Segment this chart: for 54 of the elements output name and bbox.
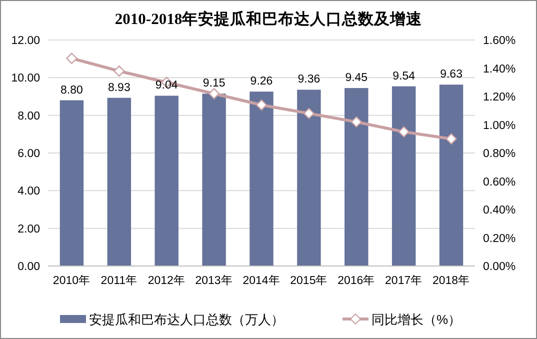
y2-tick-label: 0.00% [483, 261, 516, 273]
data-label: 8.93 [108, 82, 130, 94]
chart-title: 2010-2018年安提瓜和巴布达人口总数及增速 [114, 9, 422, 28]
y2-tick-label: 0.20% [483, 232, 516, 245]
y-tick-label: 2.00 [18, 223, 40, 236]
data-label: 8.80 [60, 84, 83, 96]
point [256, 99, 268, 111]
data-label: 9.36 [298, 74, 320, 86]
x-tick-label: 2013年 [195, 274, 233, 287]
y2-tick-label: 0.80% [483, 148, 516, 160]
point [446, 133, 457, 144]
y-tick-label: 4.00 [18, 186, 40, 198]
point [303, 108, 315, 120]
y2-tick-label: 1.00% [483, 120, 516, 132]
point [66, 52, 78, 64]
x-tick-label: 2015年 [290, 274, 328, 287]
point [208, 88, 220, 100]
x-tick-label: 2016年 [338, 274, 376, 287]
bar [344, 88, 368, 266]
bar [250, 92, 274, 266]
bar [154, 96, 178, 266]
point [350, 116, 362, 128]
y-tick-label: 8.00 [18, 110, 40, 122]
bar [202, 94, 226, 266]
x-tick-label: 2017年 [385, 274, 423, 287]
data-label: 9.54 [392, 70, 416, 82]
x-tick-label: 2012年 [148, 274, 186, 287]
legend-label: 安提瓜和巴布达人口总数（万人） [89, 312, 284, 327]
x-tick-label: 2014年 [242, 274, 280, 287]
bar [439, 84, 464, 266]
data-label: 9.04 [155, 80, 178, 92]
y-tick-label: 6.00 [18, 148, 40, 160]
y-tick-label: 0.00 [18, 261, 40, 273]
bar [107, 98, 132, 266]
bar [392, 86, 416, 266]
bar [297, 90, 321, 266]
point [398, 126, 410, 138]
y2-tick-label: 0.40% [483, 204, 516, 216]
y-tick-label: 12.00 [11, 35, 40, 47]
point [114, 65, 125, 77]
y2-tick-label: 1.40% [483, 63, 516, 76]
legend-label: 同比增长（%） [372, 312, 462, 327]
x-tick-label: 2010年 [52, 274, 91, 287]
x-tick-label: 2011年 [100, 274, 138, 287]
data-label: 9.26 [250, 76, 273, 88]
bar [60, 100, 84, 266]
y2-tick-label: 1.20% [483, 92, 516, 104]
y2-tick-label: 0.60% [483, 176, 516, 188]
data-label: 9.15 [202, 78, 226, 90]
y-tick-label: 10.00 [11, 72, 40, 85]
data-label: 9.45 [345, 72, 368, 84]
x-tick-label: 2018年 [432, 274, 470, 287]
data-label: 9.63 [440, 68, 462, 81]
y2-tick-label: 1.60% [483, 35, 516, 47]
